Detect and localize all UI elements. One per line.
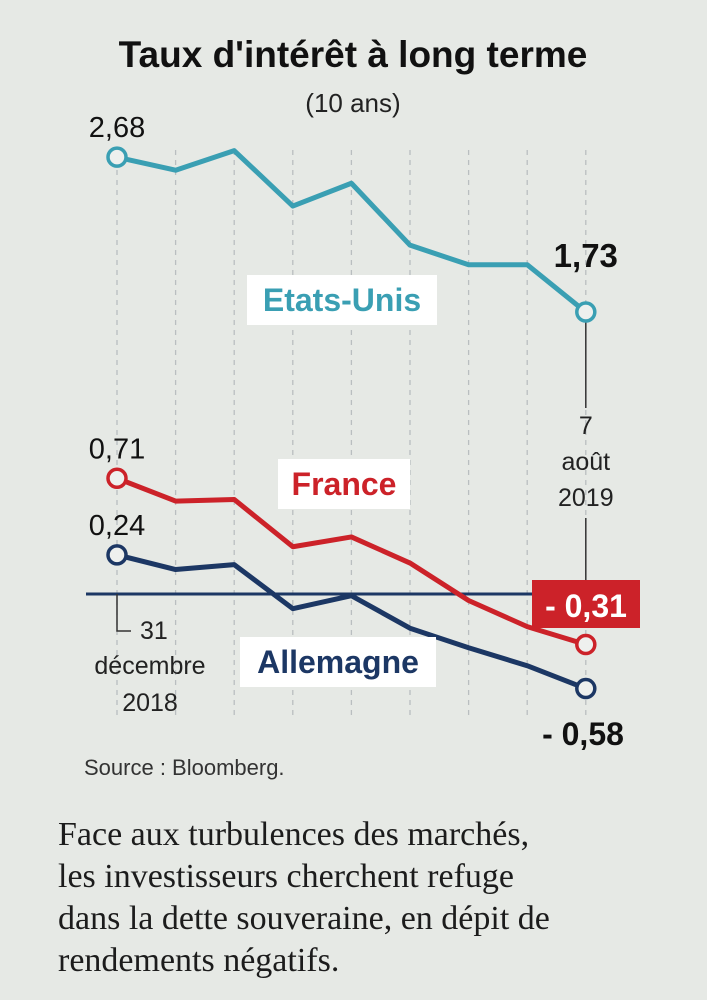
start-date-label: décembre [94,652,205,680]
end-date-label: 7 [579,412,593,440]
start-date-label: 2018 [122,689,178,717]
data-point [575,301,597,323]
end-value-label: 1,73 [554,237,618,274]
end-value-badge [532,580,640,628]
source-note: Source : Bloomberg. [84,755,285,780]
data-point [106,544,128,566]
series-line [116,148,588,314]
chart-title: Taux d'intérêt à long terme [119,34,588,75]
end-date-label: 2019 [558,484,614,512]
series-name-label: Allemagne [257,644,419,680]
caption-line: Face aux turbulences des marchés, [58,816,530,853]
data-point [106,467,128,490]
data-point [575,677,597,700]
caption-line: les investisseurs cherchent refuge [58,858,514,895]
end-date-label: août [561,448,610,476]
start-date-label: 31 [140,617,168,645]
end-value-label: - 0,58 [542,716,624,752]
chart-subtitle: (10 ans) [305,88,400,118]
data-point [575,633,597,656]
caption-line: rendements négatifs. [58,942,340,979]
start-date-marker [116,594,131,632]
series-line [116,552,587,691]
start-value-label: 0,24 [89,510,145,542]
series-name-label: France [292,466,397,502]
series-line [116,475,587,647]
line-chart: Taux d'intérêt à long terme (10 ans) 31 d… [84,34,640,780]
series-label-box [247,275,437,325]
start-value-label: 0,71 [89,433,145,465]
series-name-label: Etats-Unis [263,282,421,318]
series-label-box [240,637,436,687]
end-value-label: - 0,31 [545,588,627,624]
caption: Face aux turbulences des marchés, les in… [58,814,658,982]
series-label-box [278,459,410,509]
start-value-label: 2,68 [89,112,145,144]
caption-line: dans la dette souveraine, en dépit de [58,900,550,937]
data-point [106,146,128,168]
